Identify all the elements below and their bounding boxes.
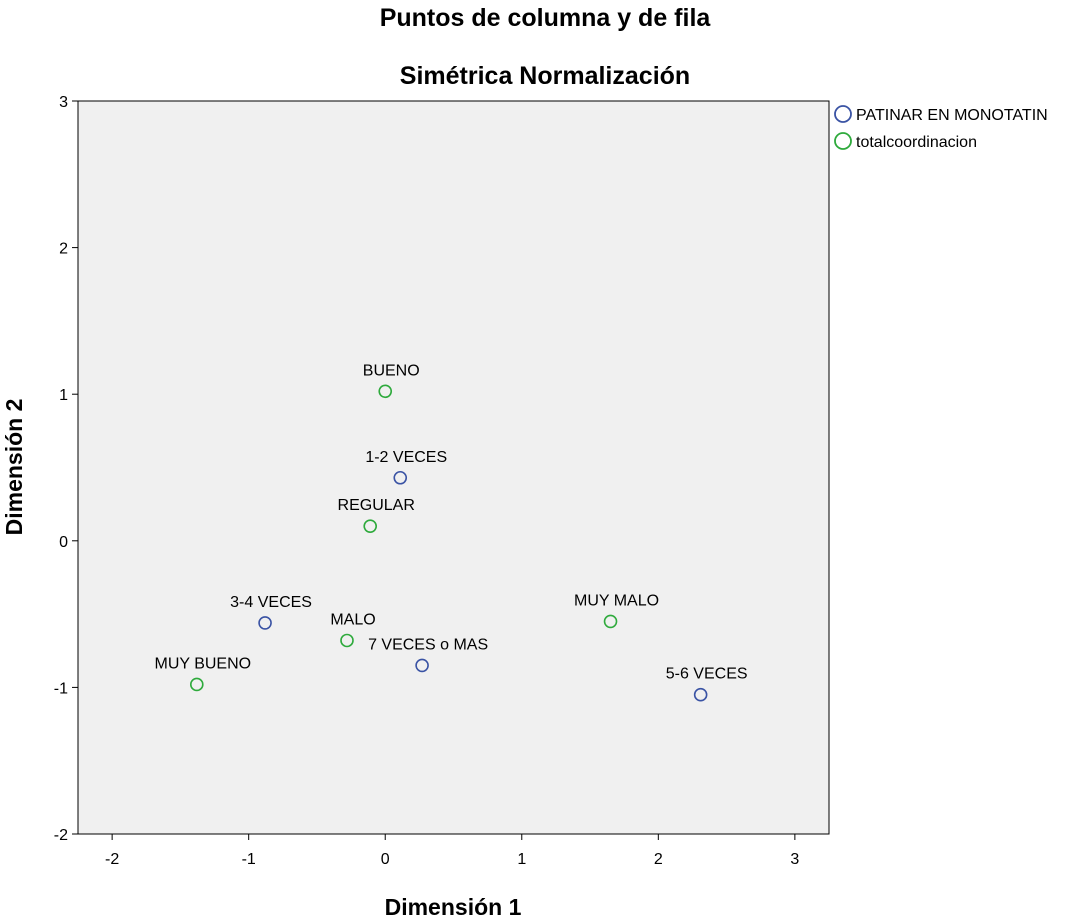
legend: PATINAR EN MONOTATIN totalcoordinacion	[834, 105, 1048, 151]
data-point	[603, 614, 618, 629]
legend-marker	[834, 105, 852, 123]
data-point	[415, 658, 429, 673]
legend-label: totalcoordinacion	[856, 134, 977, 151]
data-point	[378, 384, 393, 399]
x-axis-title: Dimensión 1	[385, 894, 522, 919]
legend-label: PATINAR EN MONOTATIN	[856, 107, 1048, 124]
y-axis-title: Dimensión 2	[1, 399, 27, 536]
x-tick-label: 0	[381, 851, 390, 868]
x-tick-label: 2	[654, 851, 663, 868]
data-points: 1-2 VECES 3-4 VECES 7 VECES o MAS 5-6 VECES…	[154, 362, 748, 702]
data-point-label: BUENO	[363, 362, 420, 379]
data-point	[189, 677, 204, 692]
data-point-label: 5-6 VECES	[666, 666, 748, 683]
data-point	[693, 687, 708, 702]
data-point-label: 1-2 VECES	[365, 449, 447, 466]
y-tick-label: -2	[54, 827, 68, 844]
chart-title: Puntos de columna y de fila	[380, 4, 712, 32]
x-tick-label: 3	[790, 851, 799, 868]
data-point-label: 7 VECES o MAS	[368, 636, 488, 653]
data-point	[393, 470, 408, 485]
data-point	[340, 633, 354, 648]
y-tick-label: 1	[59, 387, 68, 404]
y-tick-label: 0	[59, 534, 68, 551]
data-point-label: MUY BUENO	[154, 655, 251, 672]
chart-subtitle: Simétrica Normalización	[400, 62, 690, 90]
y-axis: -2 -1 0 1 2 3	[54, 94, 78, 844]
plot-area	[77, 100, 830, 835]
x-tick-label: 1	[517, 851, 526, 868]
y-tick-label: 3	[59, 94, 68, 111]
data-point	[258, 616, 272, 630]
y-tick-label: -1	[54, 680, 68, 697]
x-axis: -2 -1 0 1 2 3	[105, 834, 799, 868]
data-point-label: MALO	[330, 611, 375, 628]
data-point-label: REGULAR	[338, 497, 415, 514]
legend-marker	[834, 132, 852, 150]
data-point	[363, 519, 378, 533]
data-point-label: MUY MALO	[574, 592, 659, 609]
x-tick-label: -1	[242, 851, 256, 868]
y-tick-label: 2	[59, 241, 68, 258]
x-tick-label: -2	[105, 851, 119, 868]
data-point-label: 3-4 VECES	[230, 594, 312, 611]
